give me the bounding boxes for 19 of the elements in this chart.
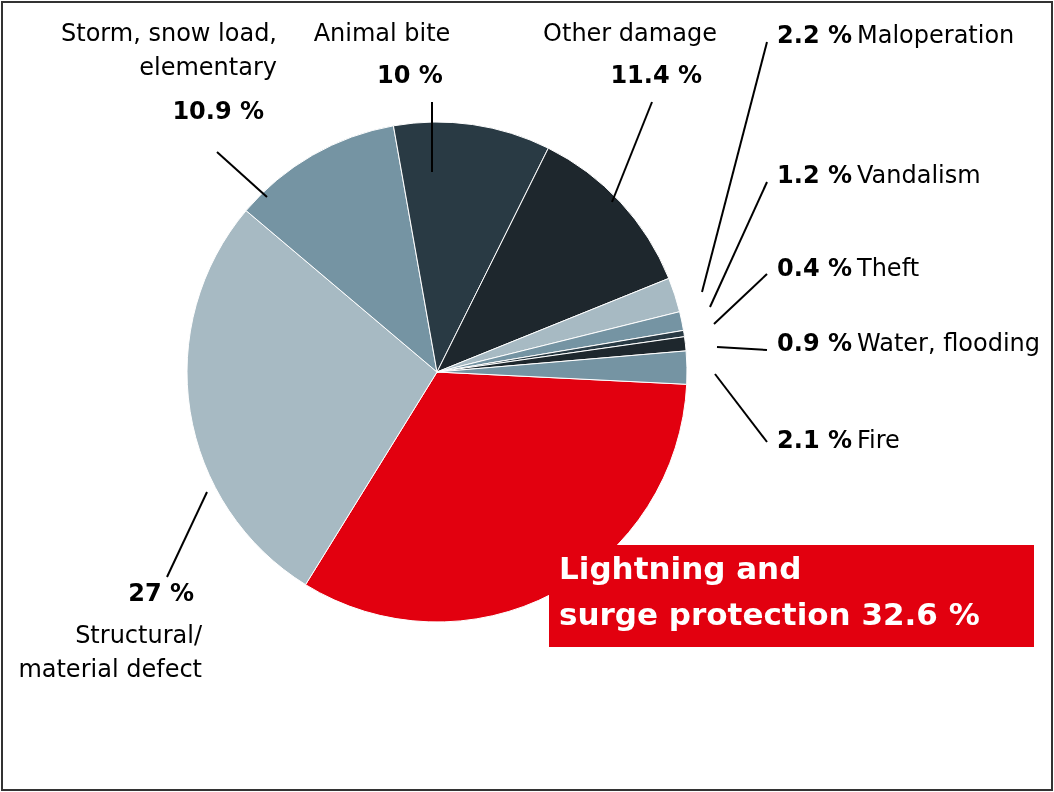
data-label: 2.2 %	[777, 21, 852, 49]
data-label: 27 %	[128, 579, 194, 607]
slice-label: Maloperation	[857, 21, 1015, 49]
slice-label: Structural/ material defect	[18, 621, 203, 683]
data-label: 1.2 %	[777, 161, 852, 189]
data-label: 0.4 %	[777, 254, 852, 282]
slice-label: Fire	[857, 426, 900, 454]
data-label: 2.1 %	[777, 426, 852, 454]
slice-label: Lightning and surge protection 32.6 %	[559, 550, 980, 632]
data-label: 10 %	[377, 61, 443, 89]
data-label: 11.4 %	[610, 61, 702, 89]
slice-label: Vandalism	[857, 161, 981, 189]
data-label: 0.9 %	[777, 329, 852, 357]
slice-label: Other damage	[543, 19, 717, 47]
slice-label: Storm, snow load, elementary	[61, 19, 277, 81]
slice-label: Theft	[856, 254, 920, 282]
data-label: 10.9 %	[172, 97, 264, 125]
slice-label: Water, flooding	[857, 329, 1041, 357]
slice-label: Animal bite	[313, 19, 451, 47]
